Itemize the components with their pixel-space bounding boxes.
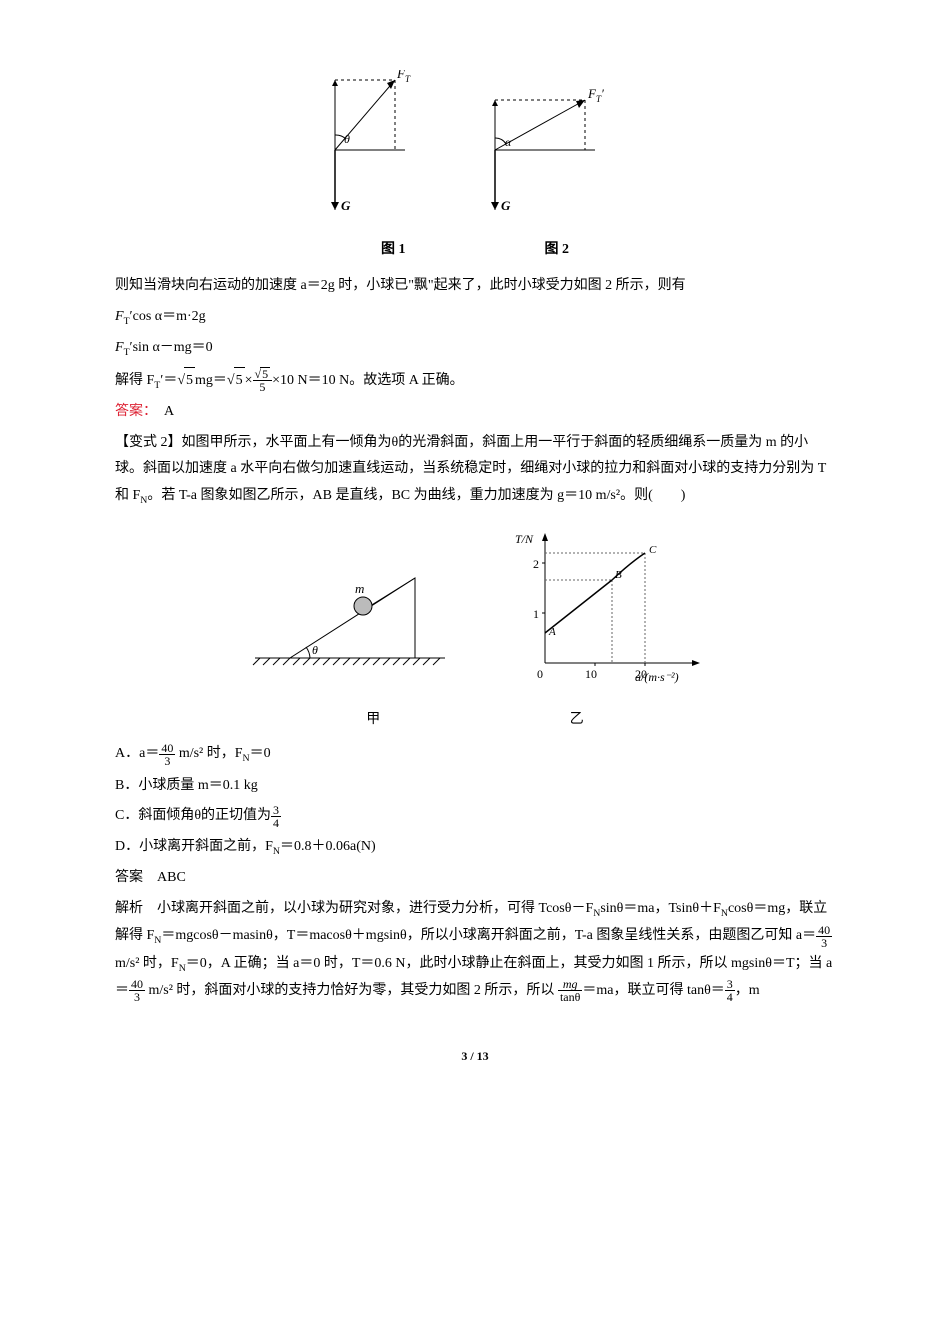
force-diagrams-svg: FT θ G FT′ α G	[295, 70, 655, 220]
chart-ylabel: T/N	[515, 532, 534, 546]
answer-label: 答案：	[115, 404, 150, 419]
fig2-alpha: α	[505, 135, 512, 149]
eq3: 解得 FT′＝5mg＝5×55×10 N＝10 N。故选项 A 正确。	[115, 367, 835, 395]
mid-figures-svg: θ m T/N a/(m·s⁻²) 1 2 10 20 0	[235, 518, 715, 688]
fig-jia: 甲	[273, 707, 473, 734]
pt-C: C	[649, 544, 657, 556]
fig2-caption: 图 2	[477, 237, 637, 264]
pt-B: B	[615, 569, 622, 581]
option-D: D．小球离开斜面之前，FN＝0.8＋0.06a(N)	[115, 834, 835, 861]
option-C: C．斜面倾角θ的正切值为34	[115, 803, 835, 830]
answer2: 答案 ABC	[115, 865, 835, 892]
figure-mid-row: θ m T/N a/(m·s⁻²) 1 2 10 20 0	[115, 518, 835, 699]
origin-0: 0	[537, 667, 543, 681]
fig2-G: G	[501, 198, 511, 213]
fig-mid-labels: 甲 乙	[115, 707, 835, 734]
incline-theta: θ	[312, 643, 318, 657]
fig-top-labels: 图 1 图 2	[115, 237, 835, 264]
xtick-10: 10	[585, 667, 597, 681]
fig1-G: G	[341, 198, 351, 213]
figure-top-row: FT θ G FT′ α G	[115, 70, 835, 231]
xtick-20: 20	[635, 667, 647, 681]
fig1-caption: 图 1	[313, 237, 473, 264]
variant2: 【变式 2】如图甲所示，水平面上有一倾角为θ的光滑斜面，斜面上用一平行于斜面的轻…	[115, 430, 835, 511]
analysis: 解析 小球离开斜面之前，以小球为研究对象，进行受力分析，可得 Tcosθ－FNs…	[115, 896, 835, 1005]
eq2: FT′sin α－mg＝0	[115, 335, 835, 362]
eq1: FT′cos α＝m·2g	[115, 304, 835, 331]
options-block: A．a＝403 m/s² 时，FN＝0 B．小球质量 m＝0.1 kg C．斜面…	[115, 741, 835, 861]
fig2-F-label: FT′	[587, 86, 604, 104]
page-number: 3 / 13	[115, 1045, 835, 1068]
option-B: B．小球质量 m＝0.1 kg	[115, 773, 835, 800]
ball-label: m	[355, 581, 364, 596]
pt-A: A	[548, 626, 556, 638]
fig1-theta: θ	[344, 132, 350, 146]
answer1: 答案： A	[115, 399, 835, 426]
ytick-2: 2	[533, 557, 539, 571]
option-A: A．a＝403 m/s² 时，FN＝0	[115, 741, 835, 768]
para1: 则知当滑块向右运动的加速度 a＝2g 时，小球已"飘"起来了，此时小球受力如图 …	[115, 273, 835, 300]
fig-yi: 乙	[477, 707, 677, 734]
ytick-1: 1	[533, 607, 539, 621]
fig1-F-label: FT	[396, 70, 411, 84]
